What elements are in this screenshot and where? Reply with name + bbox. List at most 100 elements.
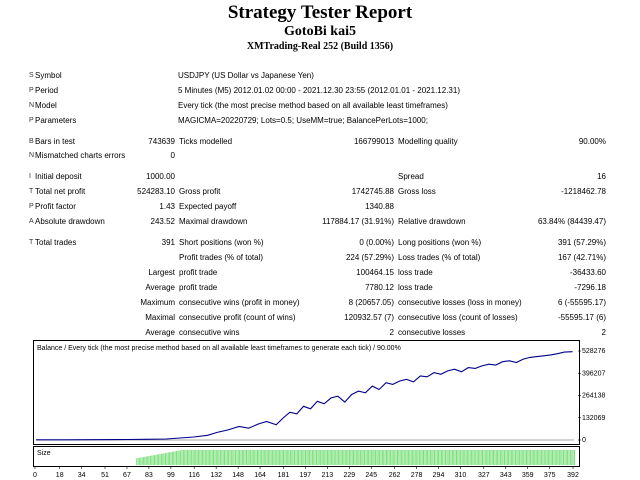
x-tick-label: 294 [433,472,445,479]
size-bar [176,451,177,465]
size-bar [483,450,485,465]
size-bar [250,450,252,465]
model-value: Every tick (the most precise method base… [178,101,448,110]
mismatch-label: Mismatched charts errors [35,151,126,160]
row-marker: T [29,188,34,195]
size-bar [372,450,374,465]
size-bar [239,450,241,465]
size-bar [520,450,522,465]
size-bar [475,450,477,465]
expert-name: GotoBi kai5 [284,24,356,39]
size-bar [488,450,490,465]
size-bar [469,450,471,465]
size-bar [237,450,239,465]
spread-label: Spread [398,172,424,181]
size-bar [443,450,445,465]
total-trades-label: Total trades [35,238,77,247]
size-bar [506,450,508,465]
balance-chart-svg: Balance / Every tick (the most precise m… [36,345,574,441]
size-bar [512,450,514,465]
net-profit-label: Total net profit [35,187,86,196]
size-bar [380,450,382,465]
size-bar [569,450,571,465]
size-bar [342,450,344,465]
size-bar [532,450,534,465]
size-bar [171,451,173,466]
size-bar [340,450,342,465]
x-tick-label: 262 [389,472,401,479]
max-consecutive-losses-label: consecutive losses (loss in money) [398,298,522,307]
size-bar [166,452,168,466]
y-axis: 528276 396207 264138 132069 0 [578,348,605,444]
size-bar [182,450,184,465]
size-bar [270,450,272,465]
size-bar [509,450,511,465]
report-title: Strategy Tester Report [227,2,413,23]
size-bar [484,450,486,465]
maximal-consecutive-profit-label: consecutive profit (count of wins) [179,313,296,322]
mismatch-value: 0 [170,151,175,160]
size-bar [229,450,231,465]
size-bar [517,450,519,465]
size-bar [420,450,422,465]
size-bar [244,450,246,465]
size-bar [505,450,507,465]
size-bar [451,450,453,465]
size-bar [554,450,556,465]
size-bar [561,450,563,465]
x-tick-label: 229 [343,472,355,479]
size-bar [407,450,409,465]
size-bar [281,450,283,465]
size-bar [387,450,389,465]
maximal-drawdown-value: 117884.17 (31.91%) [322,217,394,226]
size-bar [294,450,295,465]
size-bar [477,450,479,465]
largest-loss-label: loss trade [398,268,433,277]
size-bar [574,450,575,465]
size-bar [366,450,368,465]
size-bar [159,454,161,465]
size-bar [401,450,403,465]
size-bar [542,450,544,465]
size-bar [154,455,155,465]
size-bar [148,456,150,465]
row-marker: N [29,152,35,159]
size-bar [434,450,435,465]
size-bar [531,450,533,465]
size-bar [424,450,426,465]
size-bar [445,450,446,465]
expected-payoff-value: 1340.88 [365,202,394,211]
size-bar [461,450,463,465]
x-tick-label: 392 [567,472,579,479]
size-bar [184,450,186,465]
size-bar [267,450,269,465]
size-bar [515,450,516,465]
size-bar [395,450,397,465]
size-bar [276,450,278,465]
size-bar [336,450,338,465]
size-bar [136,458,138,466]
size-bar [357,450,359,465]
size-bar [325,450,327,465]
size-bar [377,450,379,465]
size-bar [152,455,154,466]
size-bar [284,450,286,465]
size-bar [472,450,474,465]
x-tick-label: 18 [56,472,64,479]
size-bar [392,450,394,465]
size-bar [147,456,149,466]
size-bar [333,450,335,465]
row-marker: P [29,117,34,124]
x-tick-label: 245 [365,472,377,479]
quality-label: Modelling quality [398,137,458,146]
size-bar [368,450,370,465]
size-bar [536,450,538,465]
row-marker: S [29,72,34,79]
size-bar [494,450,496,465]
size-bar [567,450,569,465]
size-bar [552,450,553,465]
size-bar [165,453,166,465]
size-bar [332,450,334,465]
x-tick-label: 375 [544,472,556,479]
size-bar [328,450,330,465]
